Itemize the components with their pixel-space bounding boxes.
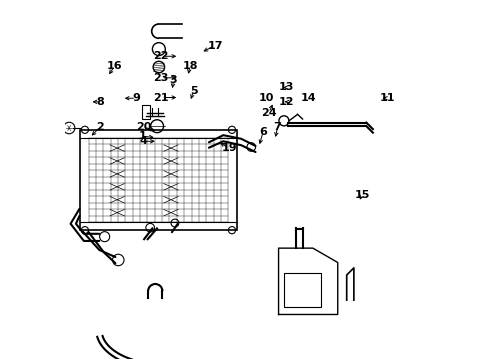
Text: 9: 9 (132, 93, 140, 103)
Text: 18: 18 (182, 61, 197, 71)
Text: 8: 8 (96, 97, 104, 107)
Text: 2: 2 (96, 122, 104, 132)
Text: 23: 23 (153, 73, 169, 83)
Text: 13: 13 (279, 82, 294, 93)
Text: 14: 14 (300, 93, 316, 103)
Bar (142, 105, 149, 119)
Text: 22: 22 (153, 51, 169, 61)
Text: 7: 7 (273, 122, 281, 132)
Text: 10: 10 (259, 93, 274, 103)
Bar (284, 273, 320, 307)
Text: 17: 17 (207, 41, 223, 50)
Text: 15: 15 (354, 190, 369, 200)
Text: 1: 1 (138, 131, 146, 141)
Text: 12: 12 (279, 97, 294, 107)
Text: 11: 11 (379, 93, 394, 103)
Text: 4: 4 (139, 136, 147, 146)
Text: 24: 24 (261, 108, 276, 118)
Text: 21: 21 (153, 93, 169, 103)
Text: 5: 5 (189, 86, 197, 96)
Text: 20: 20 (135, 122, 151, 132)
Text: 3: 3 (169, 75, 177, 85)
Text: 16: 16 (107, 61, 122, 71)
Text: 6: 6 (259, 127, 266, 136)
Text: 19: 19 (221, 143, 237, 153)
